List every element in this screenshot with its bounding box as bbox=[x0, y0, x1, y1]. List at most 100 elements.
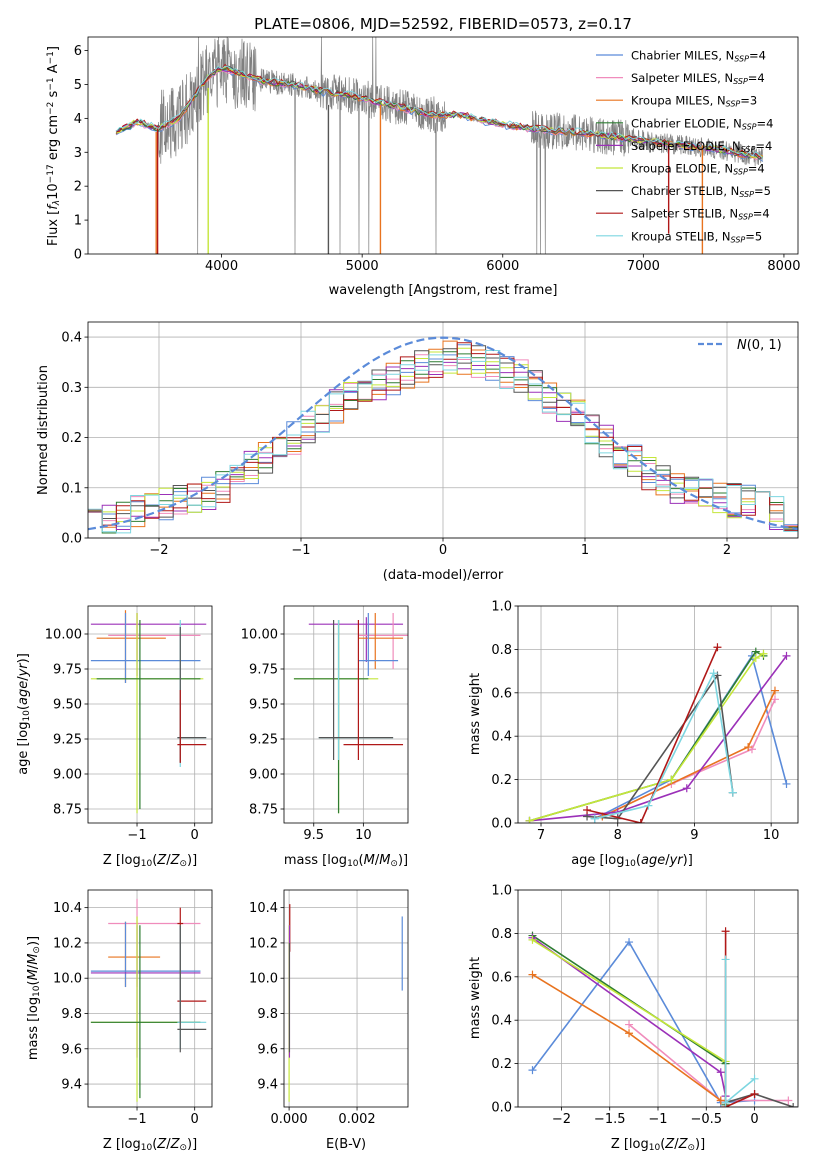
weight-marker bbox=[636, 819, 645, 823]
x-tick-label: 2 bbox=[723, 543, 731, 558]
y-tick-label: 10.00 bbox=[45, 628, 82, 643]
legend-subscript: SSP bbox=[731, 235, 746, 244]
y-tick-label: 9.8 bbox=[61, 1007, 82, 1022]
x-tick-label: 7000 bbox=[627, 259, 660, 274]
x-tick-label: 10 bbox=[763, 828, 780, 843]
x-tick-label: 9 bbox=[690, 828, 698, 843]
legend-subscript: SSP bbox=[733, 77, 748, 86]
y-tick-label: 0.6 bbox=[491, 970, 512, 985]
y-tick-label: 9.00 bbox=[249, 768, 278, 783]
spectrum-axes: 4000 5000 6000 7000 8000 0 1 2 3 4 5 6 Chabrier MILE… bbox=[46, 36, 800, 298]
figure-title: PLATE=0806, MJD=52592, FIBERID=0573, z=0… bbox=[254, 15, 632, 33]
y-tick-label: 9.4 bbox=[61, 1078, 82, 1093]
x-tick-label: 5000 bbox=[346, 259, 379, 274]
axis-label-part: (data-model)/error bbox=[383, 568, 504, 583]
weight-line bbox=[724, 959, 756, 1105]
y-axis-label: age [log10(age/yr)] bbox=[16, 653, 32, 775]
y-tick-label: 8.75 bbox=[249, 803, 278, 818]
x-tick-label: −1.5 bbox=[594, 1112, 626, 1127]
legend-text: =4 bbox=[757, 116, 774, 130]
y-tick-label: 9.50 bbox=[249, 698, 278, 713]
y-tick-label: 0.0 bbox=[61, 532, 82, 547]
legend-text: Salpeter ELODIE, N bbox=[631, 139, 741, 153]
weight-line bbox=[724, 931, 755, 1107]
weight-marker bbox=[716, 1096, 725, 1105]
axis-label-part: Z [log bbox=[611, 1137, 649, 1152]
legend-text: =5 bbox=[745, 229, 762, 243]
axis-label-part: Z bbox=[170, 1137, 181, 1152]
y-tick-label: 8.75 bbox=[53, 803, 82, 818]
x-tick-label: −1 bbox=[648, 1112, 667, 1127]
legend-entry: Chabrier MILES, NSSP=4 bbox=[631, 49, 766, 64]
weight-marker bbox=[721, 927, 730, 936]
x-tick-label: −1 bbox=[127, 1112, 146, 1127]
legend-subscript: SSP bbox=[742, 122, 757, 131]
weight-marker bbox=[525, 816, 534, 823]
y-tick-label: 9.25 bbox=[249, 733, 278, 748]
plot-area bbox=[90, 610, 207, 814]
axis-label-part: )] bbox=[16, 653, 31, 663]
axis-label-part: ⊙ bbox=[390, 859, 398, 869]
axis-label-part: / bbox=[674, 1137, 679, 1152]
axis-label-part: −1 bbox=[46, 51, 56, 64]
y-tick-label: 10.00 bbox=[241, 628, 278, 643]
axis-label-part: )] bbox=[187, 1137, 197, 1152]
axis-label-part: age [log bbox=[16, 722, 31, 775]
axis-label-part: 10 bbox=[46, 183, 61, 200]
weight-marker bbox=[751, 654, 760, 663]
data-spectrum bbox=[115, 37, 764, 254]
y-tick-label: 10.4 bbox=[53, 901, 82, 916]
axis-label-part: 10 bbox=[347, 859, 359, 869]
y-tick-label: 9.6 bbox=[61, 1042, 82, 1057]
legend-subscript: SSP bbox=[738, 213, 753, 222]
legend-subscript: SSP bbox=[733, 168, 748, 177]
weight-line bbox=[586, 646, 719, 823]
y-axis-label: mass [log10(M/M⊙)] bbox=[26, 936, 42, 1060]
x-axis-label: Z [log10(Z/Z⊙)] bbox=[611, 1137, 705, 1153]
plot-area bbox=[90, 898, 207, 1102]
axis-label-part: 10 bbox=[649, 1143, 661, 1153]
axis-label-part: )] bbox=[26, 936, 41, 946]
axis-label-part: erg cm bbox=[46, 115, 61, 164]
axis-label-part: mass weight bbox=[468, 673, 483, 755]
x-tick-label: −1 bbox=[291, 543, 310, 558]
axis-label-part: ( bbox=[26, 980, 41, 985]
x-tick-label: 8 bbox=[614, 828, 622, 843]
axis-label-part: / bbox=[26, 964, 41, 969]
histogram-axes: −2 −1 0 1 2 0.0 0.1 0.2 0.3 0.4 N(0, 1) (data-model… bbox=[36, 321, 799, 583]
weight-line bbox=[529, 655, 788, 822]
axis-label-part: Normed distribution bbox=[36, 365, 51, 495]
weight-marker bbox=[721, 955, 730, 964]
axis-label-part: ( bbox=[359, 853, 364, 868]
plot-area bbox=[525, 643, 791, 823]
x-tick-label: −1 bbox=[127, 828, 146, 843]
axis-label-part: Z bbox=[156, 1137, 167, 1152]
axis-label-part: mass [log bbox=[284, 853, 347, 868]
legend-subscript: SSP bbox=[726, 100, 741, 109]
weight-marker bbox=[709, 669, 718, 678]
weight-line bbox=[532, 973, 722, 1102]
axis-label-part: 10 bbox=[624, 859, 636, 869]
legend-text: Kroupa MILES, N bbox=[631, 94, 726, 108]
axis-label-part: ( bbox=[16, 705, 31, 710]
weight-marker bbox=[583, 805, 592, 814]
y-tick-label: 10.2 bbox=[53, 936, 82, 951]
legend-text: Salpeter STELIB, N bbox=[631, 207, 738, 221]
axis-label-part: mass [log bbox=[26, 997, 41, 1060]
mass-z-axes: −1 09.49.69.810.010.210.4Z [log10(Z/Z⊙)]m… bbox=[26, 889, 213, 1153]
x-axis-label: mass [log10(M/M⊙)] bbox=[284, 853, 408, 869]
weight-marker bbox=[644, 801, 653, 810]
y-axis-label: mass weight bbox=[468, 673, 483, 755]
legend-text: =4 bbox=[755, 139, 772, 153]
axis-label-part: Z bbox=[664, 1137, 675, 1152]
legend-entry: Chabrier STELIB, NSSP=5 bbox=[631, 184, 771, 199]
axis-label-part: mass weight bbox=[468, 957, 483, 1039]
weight-marker bbox=[716, 1068, 725, 1077]
x-axis-label: age [log10(age/yr)] bbox=[571, 853, 693, 869]
axis-label-part: ( bbox=[152, 853, 157, 868]
axis-label-part: yr bbox=[16, 662, 31, 678]
axis-label-part: ] bbox=[46, 46, 61, 51]
